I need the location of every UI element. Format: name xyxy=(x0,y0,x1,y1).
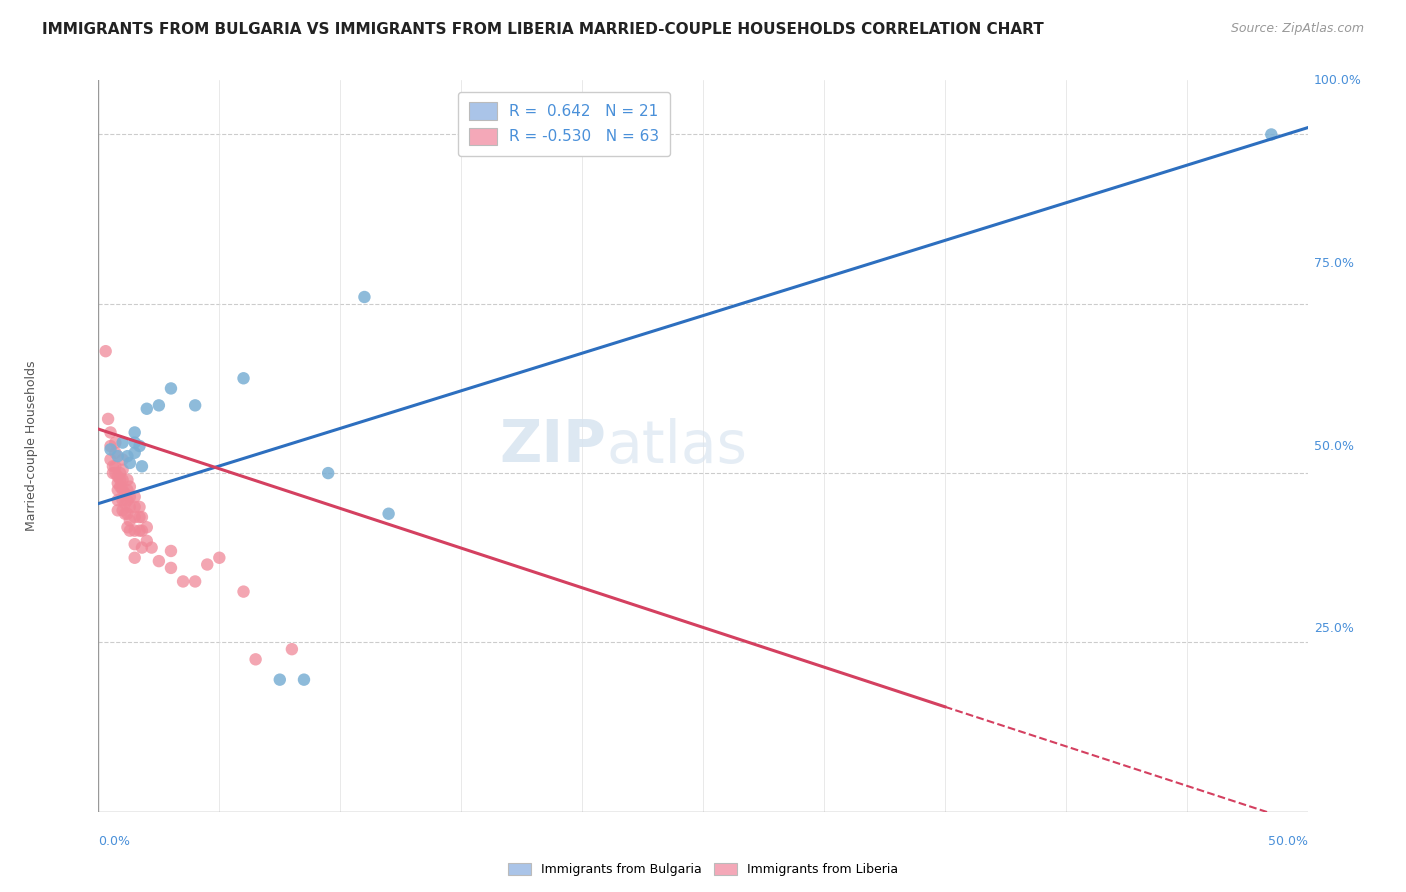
Point xyxy=(118,480,141,494)
Point xyxy=(232,371,254,385)
Point xyxy=(245,652,267,666)
Point xyxy=(124,524,146,538)
Point xyxy=(316,466,339,480)
Point xyxy=(118,490,141,504)
Point xyxy=(114,486,136,500)
Point xyxy=(124,550,146,565)
Point xyxy=(100,452,122,467)
Point xyxy=(124,425,146,440)
Point xyxy=(118,456,141,470)
Point xyxy=(117,493,139,508)
Point xyxy=(118,514,141,528)
Point xyxy=(195,558,218,572)
Point xyxy=(107,493,129,508)
Point xyxy=(131,541,153,555)
Text: 50.0%: 50.0% xyxy=(1268,835,1308,847)
Point xyxy=(104,446,127,460)
Point xyxy=(128,500,150,514)
Text: 0.0%: 0.0% xyxy=(98,835,131,847)
Point xyxy=(111,463,134,477)
Point xyxy=(124,490,146,504)
Point xyxy=(104,466,127,480)
Point xyxy=(148,398,170,412)
Point xyxy=(111,493,134,508)
Point xyxy=(232,584,254,599)
Text: 75.0%: 75.0% xyxy=(1313,257,1354,269)
Point xyxy=(160,561,183,575)
Point xyxy=(135,520,157,534)
Point xyxy=(94,344,117,359)
Legend: Immigrants from Bulgaria, Immigrants from Liberia: Immigrants from Bulgaria, Immigrants fro… xyxy=(503,858,903,881)
Point xyxy=(128,439,150,453)
Point xyxy=(141,541,163,555)
Text: atlas: atlas xyxy=(606,417,747,475)
Point xyxy=(131,459,153,474)
Point xyxy=(131,510,153,524)
Point xyxy=(104,435,127,450)
Point xyxy=(108,473,131,487)
Point xyxy=(124,500,146,514)
Point xyxy=(117,483,139,497)
Point xyxy=(117,473,139,487)
Point xyxy=(107,449,129,463)
Point xyxy=(128,524,150,538)
Legend: R =  0.642   N = 21, R = -0.530   N = 63: R = 0.642 N = 21, R = -0.530 N = 63 xyxy=(458,92,669,156)
Point xyxy=(160,381,183,395)
Point xyxy=(377,507,399,521)
Point xyxy=(184,398,207,412)
Point xyxy=(172,574,194,589)
Text: 100.0%: 100.0% xyxy=(1313,74,1361,87)
Point xyxy=(111,435,134,450)
Point xyxy=(135,401,157,416)
Point xyxy=(269,673,291,687)
Point xyxy=(114,507,136,521)
Text: Married-couple Households: Married-couple Households xyxy=(25,360,38,532)
Point xyxy=(281,642,304,657)
Point xyxy=(108,480,131,494)
Point xyxy=(107,483,129,497)
Point xyxy=(160,544,183,558)
Point xyxy=(107,476,129,491)
Text: 50.0%: 50.0% xyxy=(1313,440,1354,452)
Point xyxy=(117,520,139,534)
Point xyxy=(111,473,134,487)
Point xyxy=(111,503,134,517)
Point xyxy=(100,439,122,453)
Point xyxy=(111,452,134,467)
Point xyxy=(108,466,131,480)
Point xyxy=(124,537,146,551)
Point xyxy=(107,469,129,483)
Point xyxy=(97,412,120,426)
Point xyxy=(118,500,141,514)
Point xyxy=(124,435,146,450)
Point xyxy=(1260,128,1282,142)
Point xyxy=(111,483,134,497)
Point xyxy=(131,524,153,538)
Point xyxy=(107,503,129,517)
Point xyxy=(135,533,157,548)
Point xyxy=(353,290,375,304)
Point xyxy=(101,466,124,480)
Point xyxy=(101,459,124,474)
Point xyxy=(128,510,150,524)
Text: IMMIGRANTS FROM BULGARIA VS IMMIGRANTS FROM LIBERIA MARRIED-COUPLE HOUSEHOLDS CO: IMMIGRANTS FROM BULGARIA VS IMMIGRANTS F… xyxy=(42,22,1043,37)
Text: Source: ZipAtlas.com: Source: ZipAtlas.com xyxy=(1230,22,1364,36)
Point xyxy=(208,550,231,565)
Point xyxy=(292,673,315,687)
Point xyxy=(104,459,127,474)
Point xyxy=(118,524,141,538)
Point xyxy=(117,449,139,463)
Point xyxy=(114,497,136,511)
Point xyxy=(184,574,207,589)
Point xyxy=(124,446,146,460)
Text: 25.0%: 25.0% xyxy=(1313,623,1354,635)
Point xyxy=(117,507,139,521)
Point xyxy=(124,510,146,524)
Point xyxy=(100,442,122,457)
Text: ZIP: ZIP xyxy=(499,417,606,475)
Point xyxy=(100,425,122,440)
Point xyxy=(148,554,170,568)
